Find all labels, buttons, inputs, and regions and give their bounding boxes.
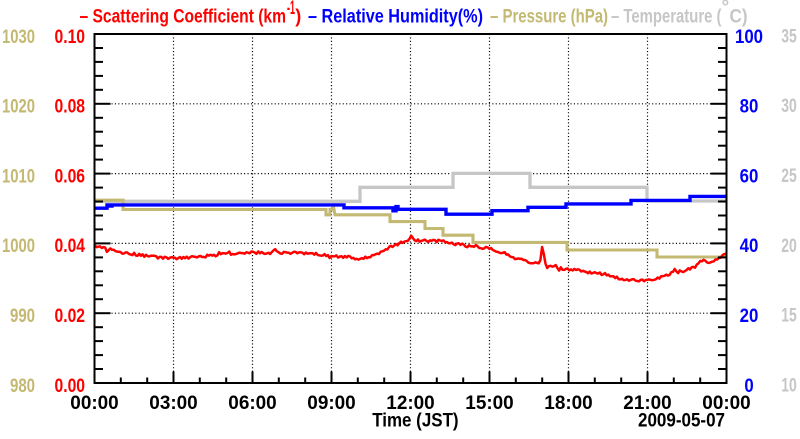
svg-text:20: 20	[740, 306, 759, 327]
svg-text:15:00: 15:00	[465, 393, 513, 414]
svg-text:– Relative Humidity(%): – Relative Humidity(%)	[308, 6, 483, 27]
svg-text:20: 20	[781, 236, 797, 257]
svg-text:06:00: 06:00	[228, 393, 276, 414]
svg-text:– Scattering Coefficient (km: – Scattering Coefficient (km	[80, 6, 287, 27]
svg-text:18:00: 18:00	[544, 393, 592, 414]
svg-text:0: 0	[744, 376, 753, 397]
svg-text:35: 35	[781, 26, 797, 47]
svg-text:°: °	[722, 0, 730, 18]
svg-text:60: 60	[740, 166, 759, 187]
svg-text:1000: 1000	[2, 236, 35, 257]
svg-text:12:00: 12:00	[386, 393, 434, 414]
svg-text:0.02: 0.02	[55, 306, 86, 327]
svg-text:40: 40	[740, 236, 759, 257]
svg-text:30: 30	[781, 96, 797, 117]
svg-text:0.06: 0.06	[55, 166, 86, 187]
svg-text:2009-05-07: 2009-05-07	[638, 411, 725, 432]
svg-text:0.00: 0.00	[55, 376, 86, 397]
svg-text:1010: 1010	[2, 166, 35, 187]
svg-text:1020: 1020	[2, 97, 35, 118]
svg-text:1030: 1030	[2, 27, 35, 48]
svg-text:C): C)	[730, 6, 748, 27]
svg-text:21:00: 21:00	[623, 393, 671, 414]
svg-text:10: 10	[781, 375, 797, 396]
svg-text:0.10: 0.10	[55, 27, 86, 48]
svg-text:0.04: 0.04	[55, 236, 86, 257]
svg-text:00:00: 00:00	[70, 393, 118, 414]
svg-text:25: 25	[781, 166, 797, 187]
svg-text:-1: -1	[287, 0, 295, 19]
svg-text:03:00: 03:00	[149, 393, 197, 414]
svg-text:00:00: 00:00	[702, 393, 750, 414]
svg-text:100: 100	[735, 27, 763, 48]
svg-text:): )	[295, 6, 301, 27]
svg-text:990: 990	[10, 306, 35, 327]
svg-text:– Pressure (hPa): – Pressure (hPa)	[490, 6, 608, 27]
svg-text:80: 80	[740, 97, 759, 118]
svg-text:– Temperature (: – Temperature (	[611, 6, 722, 27]
svg-text:Time (JST): Time (JST)	[372, 411, 458, 432]
svg-text:980: 980	[10, 376, 35, 397]
svg-text:09:00: 09:00	[307, 393, 355, 414]
svg-text:0.08: 0.08	[55, 97, 86, 118]
svg-text:15: 15	[781, 306, 797, 327]
